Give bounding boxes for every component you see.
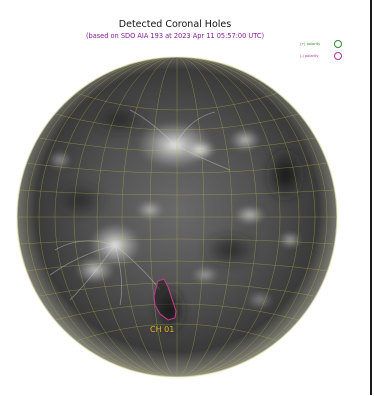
legend-label-positive: |+| polarity xyxy=(300,42,321,46)
legend-item-negative: |-| polarity xyxy=(300,50,348,62)
figure-subtitle: (based on SDO AIA 193 at 2023 Apr 11 05:… xyxy=(85,32,265,40)
legend-item-positive: |+| polarity xyxy=(300,38,348,50)
legend-label-negative: |-| polarity xyxy=(300,54,319,58)
figure-title: Detected Coronal Holes xyxy=(118,19,232,30)
coronal-hole-ch01-outline xyxy=(153,278,177,321)
green-circle-icon xyxy=(334,40,342,48)
disk-texture xyxy=(48,102,307,336)
polarity-legend: |+| polarity |-| polarity xyxy=(300,38,348,62)
magenta-circle-icon xyxy=(334,52,342,60)
solar-limb xyxy=(16,56,338,378)
coronal-hole-label: CH 01 xyxy=(150,325,175,334)
heliographic-grid xyxy=(18,58,336,376)
